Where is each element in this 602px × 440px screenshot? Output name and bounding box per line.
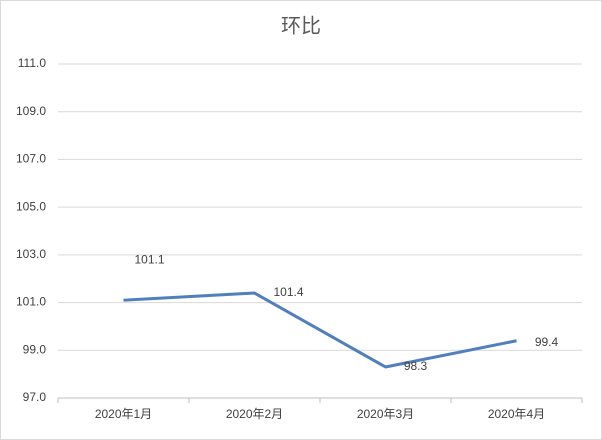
data-label: 99.4 bbox=[535, 335, 559, 349]
data-label: 98.3 bbox=[404, 359, 428, 373]
y-tick-label: 101.0 bbox=[16, 295, 46, 309]
y-tick-label: 97.0 bbox=[23, 390, 47, 404]
y-tick-label: 99.0 bbox=[23, 342, 47, 356]
x-tick-label: 2020年4月 bbox=[488, 407, 545, 421]
y-tick-label: 107.0 bbox=[16, 152, 46, 166]
y-tick-label: 111.0 bbox=[18, 56, 47, 70]
data-label: 101.4 bbox=[273, 285, 303, 299]
x-tick-label: 2020年2月 bbox=[226, 407, 283, 421]
y-tick-label: 103.0 bbox=[16, 247, 46, 261]
y-tick-label: 105.0 bbox=[16, 199, 46, 213]
data-label: 101.1 bbox=[134, 252, 164, 266]
chart-title: 环比 bbox=[281, 14, 321, 37]
x-tick-label: 2020年1月 bbox=[95, 407, 152, 421]
data-line bbox=[123, 291, 517, 369]
y-tick-label: 109.0 bbox=[16, 104, 46, 118]
x-tick-label: 2020年3月 bbox=[357, 407, 414, 421]
